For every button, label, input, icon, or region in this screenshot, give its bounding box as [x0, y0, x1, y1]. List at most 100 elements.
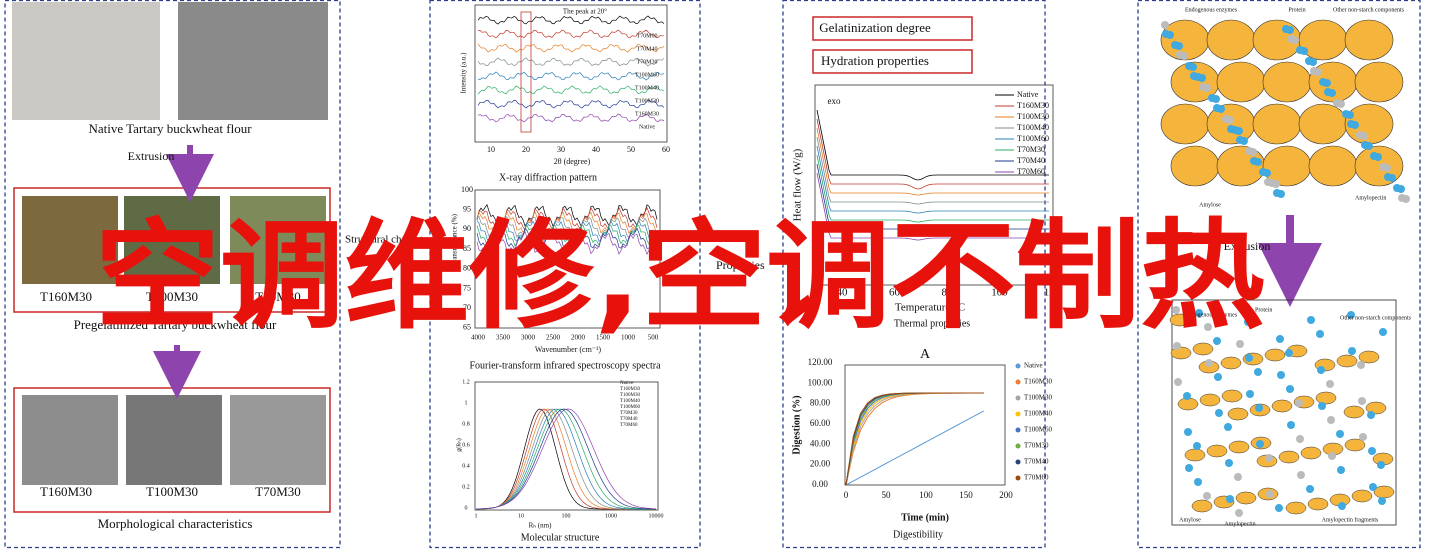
plot-frame: [474, 189, 661, 329]
plot-frame: [474, 4, 668, 143]
label: T160M30: [635, 111, 659, 117]
panel-border: [429, 0, 701, 549]
label: g(Rₕ): [455, 438, 462, 451]
label: A: [920, 347, 931, 362]
label: 200: [999, 490, 1013, 500]
dot: [1328, 452, 1336, 460]
label: Digestibility: [893, 529, 943, 540]
curve: [845, 392, 984, 486]
dot: [1318, 402, 1326, 410]
curve: [477, 43, 665, 53]
legend-swatch: [1015, 443, 1021, 449]
label: Heat flow (W/g): [792, 148, 804, 221]
label: 120.00: [808, 357, 833, 367]
curve: [477, 29, 664, 39]
label: 2000: [571, 334, 586, 342]
label: T70M30: [255, 484, 301, 499]
dot: [1215, 409, 1223, 417]
label: Time (min): [901, 512, 949, 523]
photo: [230, 196, 326, 284]
label: 150: [959, 490, 973, 500]
fragment: [1344, 438, 1366, 452]
dot: [1227, 125, 1235, 133]
curve: [816, 145, 1049, 214]
legend-swatch: [1015, 411, 1021, 417]
dot: [1356, 131, 1364, 139]
granule: [1344, 19, 1394, 61]
label: 100.00: [808, 377, 833, 387]
label: 50: [627, 145, 635, 154]
curve: [845, 392, 984, 486]
label: T100M40: [620, 399, 641, 404]
dot: [1317, 366, 1325, 374]
label: T160M30: [620, 387, 641, 392]
dot: [1195, 309, 1203, 317]
fragment: [1191, 499, 1213, 513]
fragment: [1264, 348, 1286, 362]
dot: [1286, 385, 1294, 393]
granule: [1308, 145, 1358, 187]
label: T100M30: [635, 98, 659, 104]
dot: [1264, 178, 1272, 186]
granule: [1354, 61, 1404, 103]
dot: [1255, 404, 1263, 412]
label: 1000: [605, 513, 617, 519]
dot: [1199, 83, 1207, 91]
label: 500: [648, 334, 659, 342]
frame: [812, 16, 973, 41]
label: T70M30: [1017, 145, 1045, 154]
dot: [1296, 435, 1304, 443]
dot: [1176, 51, 1184, 59]
label: T70M60: [1017, 167, 1045, 176]
frame: [812, 49, 973, 74]
granule: [1160, 103, 1210, 145]
dot: [1172, 306, 1180, 314]
curve: [477, 113, 665, 123]
label: T100M60: [620, 405, 641, 410]
label: T70M60: [1024, 474, 1049, 482]
label: 60.00: [810, 418, 831, 428]
dot: [1287, 421, 1295, 429]
dot: [1310, 67, 1318, 75]
photo: [126, 395, 222, 485]
dot: [1174, 378, 1182, 386]
label: 0.8: [462, 421, 470, 427]
label: 2θ (degree): [554, 157, 591, 166]
fragment: [1278, 450, 1300, 464]
label: Protein: [1255, 307, 1272, 313]
panel-border: [1137, 0, 1421, 549]
label: T70M40: [1024, 458, 1049, 466]
label: Other non-starch components: [1340, 315, 1412, 321]
highlight: [520, 11, 532, 133]
fragment: [1227, 407, 1249, 421]
legend-swatch: [1015, 363, 1021, 369]
label: T70M60: [620, 423, 638, 428]
dot: [1245, 147, 1253, 155]
label: Amylose: [1179, 517, 1201, 523]
label: 3000: [521, 334, 536, 342]
curve: [816, 154, 1049, 223]
fragment: [1285, 501, 1307, 515]
label: Hydration properties: [821, 53, 929, 68]
label: 80: [942, 287, 954, 299]
label: 90: [463, 224, 471, 233]
granule: [1206, 19, 1256, 61]
label: T100M40: [1017, 123, 1049, 132]
label: Transmittance (%): [451, 213, 459, 266]
label: Protein: [1288, 7, 1305, 13]
dot: [1213, 337, 1221, 345]
dot: [1367, 411, 1375, 419]
label: Extrusion: [128, 149, 175, 163]
dot: [1250, 157, 1258, 165]
label: 0: [465, 505, 468, 511]
label: T70M30: [637, 59, 658, 65]
label: 2500: [546, 334, 561, 342]
decoration: [474, 4, 1410, 517]
dot: [1193, 442, 1201, 450]
photo: [22, 395, 118, 485]
label: Thermal properties: [894, 318, 970, 329]
dot: [1297, 471, 1305, 479]
dot: [1378, 497, 1386, 505]
dot: [1398, 194, 1406, 202]
